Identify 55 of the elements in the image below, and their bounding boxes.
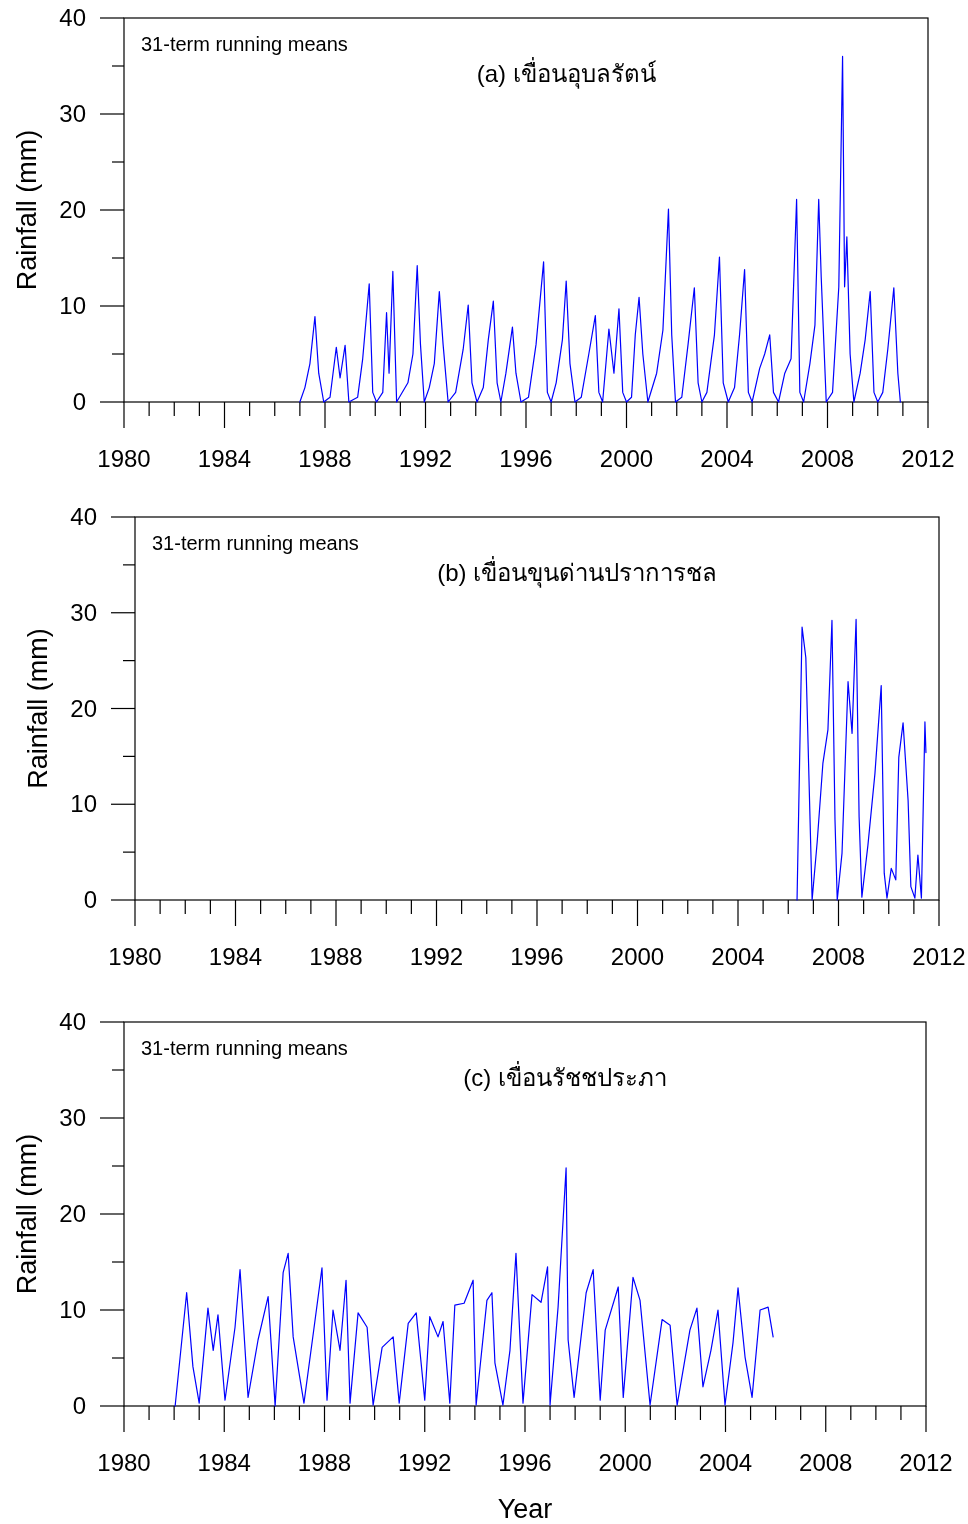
x-tick-label: 2008 bbox=[811, 943, 866, 970]
y-tick-label: 0 bbox=[83, 886, 97, 913]
x-tick-label: 1984 bbox=[197, 1449, 251, 1476]
annotation: 31-term running means bbox=[152, 532, 359, 554]
x-tick-label: 1996 bbox=[498, 1449, 552, 1476]
line-series bbox=[299, 55, 901, 403]
x-tick-label: 1992 bbox=[398, 1449, 452, 1476]
x-tick-label: 1988 bbox=[309, 943, 363, 970]
x-tick-label: 1980 bbox=[97, 445, 151, 472]
x-tick-label: 1988 bbox=[298, 445, 352, 472]
x-tick-label: 2004 bbox=[711, 943, 765, 970]
y-tick-label: 0 bbox=[72, 1392, 86, 1419]
x-tick-label: 1980 bbox=[108, 943, 162, 970]
annotation: 31-term running means bbox=[141, 1037, 348, 1059]
x-tick-label: 2000 bbox=[610, 943, 665, 970]
x-tick-label: 2008 bbox=[799, 1449, 853, 1476]
y-tick-label: 20 bbox=[70, 694, 97, 722]
text: (c) เขื่อนรัชชประภา bbox=[463, 1061, 667, 1091]
x-tick-label: 1988 bbox=[297, 1449, 352, 1476]
x-tick-label: 2004 bbox=[698, 1449, 753, 1476]
y-tick-label: 40 bbox=[70, 503, 97, 530]
y-tick-label: 10 bbox=[59, 292, 86, 319]
y-tick-label: 20 bbox=[59, 196, 86, 223]
x-tick-label: 2008 bbox=[800, 445, 855, 472]
y-tick-label: 10 bbox=[70, 790, 97, 818]
annotation: 31-term running means bbox=[141, 33, 348, 55]
y-tick-label: 30 bbox=[70, 598, 97, 626]
y-tick-label: 30 bbox=[59, 1104, 86, 1131]
x-tick-label: 1992 bbox=[398, 445, 453, 472]
y-axis-title: Rainfall (mm) bbox=[12, 1133, 42, 1295]
y-tick-label: 0 bbox=[72, 388, 86, 415]
x-tick-label: 2012 bbox=[901, 445, 955, 472]
x-tick-label: 2000 bbox=[598, 1449, 652, 1476]
x-axis-title: Year bbox=[497, 1494, 553, 1524]
y-tick-label: 30 bbox=[59, 100, 86, 127]
x-tick-label: 1984 bbox=[197, 445, 252, 472]
x-tick-label: 1996 bbox=[510, 943, 564, 970]
x-tick-label: 2012 bbox=[912, 943, 966, 970]
y-axis-title: Rainfall (mm) bbox=[23, 628, 53, 789]
x-tick-label: 1984 bbox=[208, 943, 263, 970]
y-tick-label: 40 bbox=[59, 4, 86, 31]
x-tick-label: 2004 bbox=[700, 445, 754, 472]
text: (b) เขื่อนขุนด่านปราการชล bbox=[437, 556, 718, 588]
text: (a) เขื่อนอุบลรัตน์ bbox=[476, 57, 657, 89]
x-tick-label: 1996 bbox=[499, 445, 553, 472]
x-tick-label: 2012 bbox=[899, 1449, 953, 1476]
x-tick-label: 1992 bbox=[409, 943, 464, 970]
y-tick-label: 40 bbox=[59, 1008, 86, 1035]
y-axis-title: Rainfall (mm) bbox=[12, 129, 42, 291]
x-tick-label: 1980 bbox=[97, 1449, 151, 1476]
x-tick-label: 2000 bbox=[599, 445, 654, 472]
line-series bbox=[174, 1167, 774, 1407]
y-tick-label: 10 bbox=[59, 1296, 86, 1323]
y-tick-label: 20 bbox=[59, 1200, 86, 1227]
line-series bbox=[796, 618, 927, 901]
